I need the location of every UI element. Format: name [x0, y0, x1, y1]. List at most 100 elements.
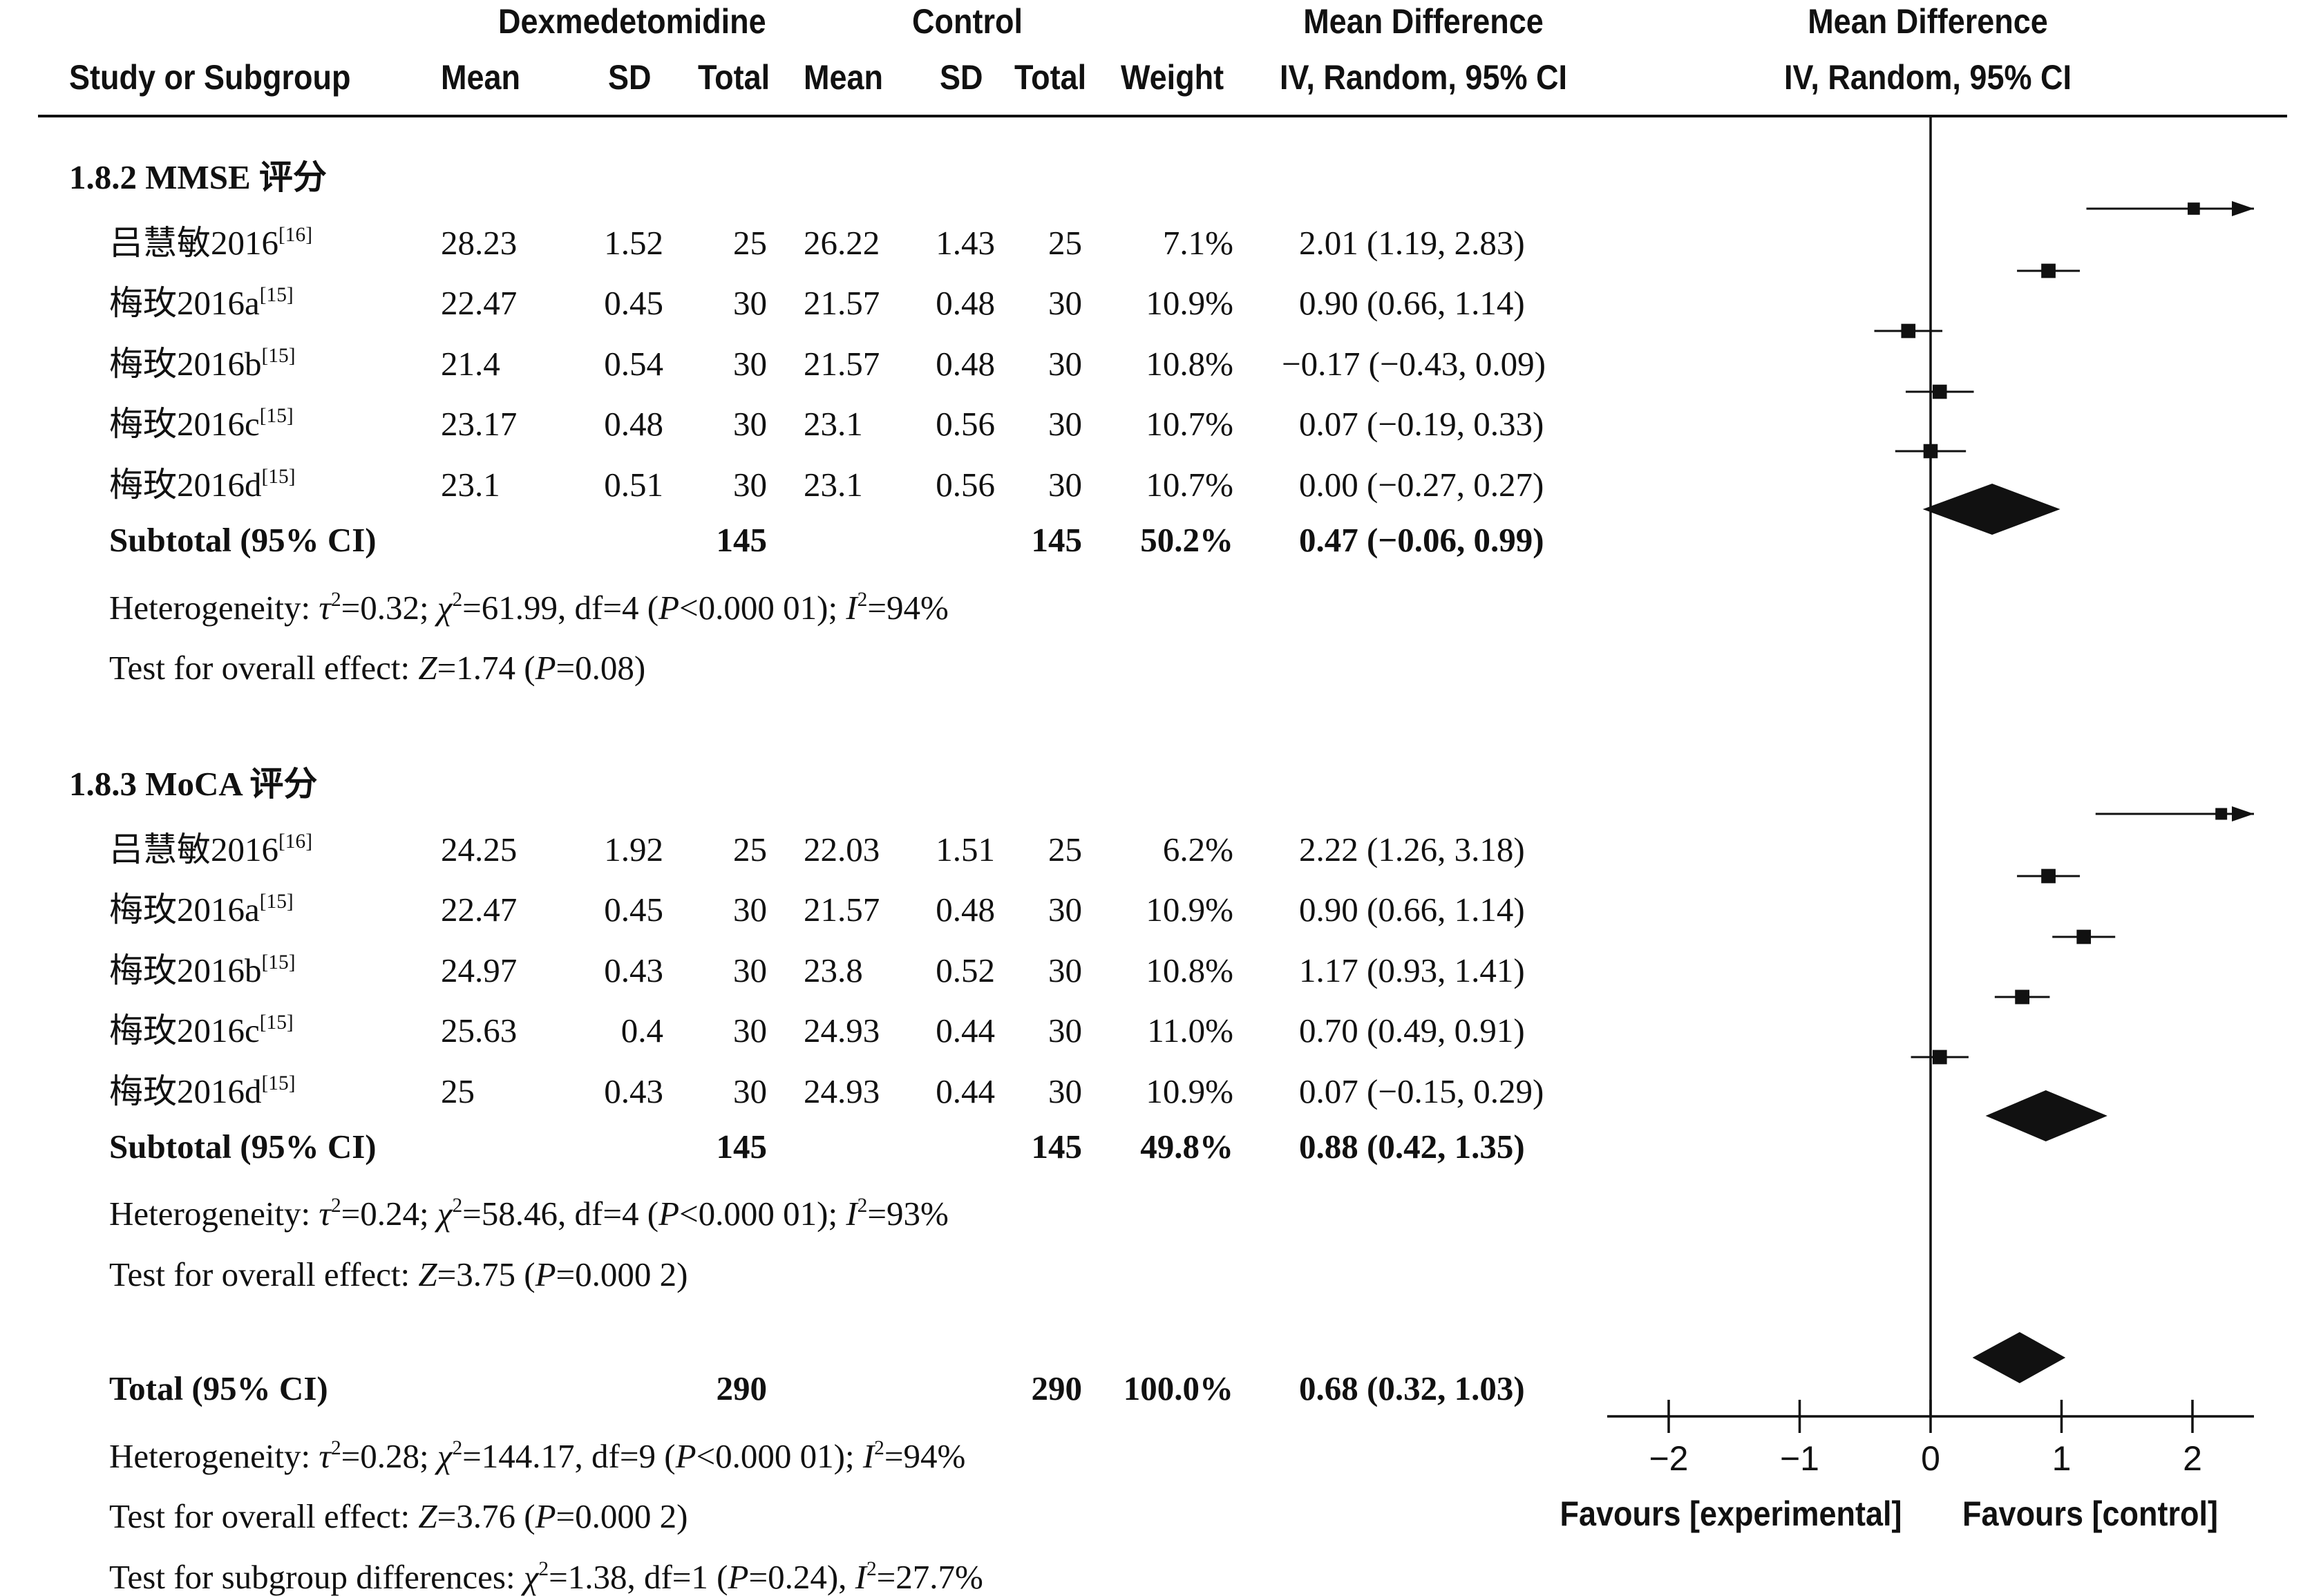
- ctrl-total: 25: [1048, 224, 1082, 262]
- study-name: 吕慧敏2016[16]: [109, 831, 312, 866]
- study-name: 梅玫2016b[15]: [109, 951, 295, 989]
- p-value: <0.000 01);: [679, 589, 846, 627]
- tau-symbol: τ: [319, 1437, 331, 1475]
- p-value: <0.000 01);: [679, 1195, 846, 1233]
- ci-clip-arrow: [2232, 806, 2254, 821]
- tau-symbol: τ: [319, 589, 331, 627]
- p-symbol: P: [658, 589, 680, 627]
- z-value: =1.74 (: [437, 649, 536, 687]
- subtotal-label: Subtotal (95% CI): [109, 521, 377, 559]
- tau-square: 2: [330, 1436, 341, 1459]
- subtotal-diamond: [1985, 1090, 2107, 1141]
- p-symbol: P: [675, 1437, 697, 1475]
- ctrl-sd: 0.52: [936, 951, 995, 989]
- i-value: =94%: [867, 589, 949, 627]
- study-reference: [15]: [261, 1072, 296, 1094]
- study-label: 梅玫2016d: [109, 1072, 262, 1110]
- ctrl-total: 30: [1048, 466, 1082, 504]
- exp-total: 30: [733, 345, 767, 383]
- chi-symbol: χ: [437, 1437, 453, 1475]
- study-name: 梅玫2016d[15]: [109, 466, 295, 502]
- x-tick-label: −1: [1780, 1439, 1819, 1478]
- x-tick-label: 2: [2183, 1439, 2202, 1478]
- i-symbol: I: [846, 1195, 857, 1233]
- exp-sd: 1.52: [604, 224, 663, 262]
- md-column-title: Mean Difference: [1303, 2, 1544, 41]
- study-point: [2041, 263, 2056, 278]
- favours-control-label: Favours [control]: [1962, 1495, 2218, 1534]
- tau-value: =0.32;: [341, 589, 437, 627]
- ctrl-mean: 21.57: [804, 891, 880, 929]
- het-prefix: Heterogeneity:: [109, 1437, 319, 1475]
- ctrl-sd: 1.51: [936, 830, 995, 868]
- study-ci: 0.70 (0.49, 0.91): [1299, 1011, 1525, 1049]
- total-heterogeneity: Heterogeneity: τ2=0.28; χ2=144.17, df=9 …: [109, 1436, 965, 1475]
- study-point: [2041, 868, 2056, 884]
- z-symbol: Z: [418, 1497, 437, 1535]
- study-point: [1932, 384, 1947, 399]
- z-value: =3.76 (: [437, 1497, 536, 1535]
- ctrl-sd: 0.48: [936, 284, 995, 322]
- exp-mean: 23.1: [441, 466, 500, 504]
- study-weight: 6.2%: [1162, 830, 1233, 868]
- chi-square: 2: [452, 1436, 463, 1459]
- study-name: 梅玫2016c[15]: [109, 1011, 294, 1047]
- exp-total: 30: [733, 284, 767, 322]
- study-weight: 10.9%: [1146, 284, 1233, 322]
- z-symbol: Z: [418, 649, 437, 687]
- exp-total: 30: [733, 405, 767, 443]
- tau-symbol: τ: [319, 1195, 331, 1233]
- plot-column-title: Mean Difference: [1808, 2, 2048, 41]
- tau-square: 2: [330, 588, 341, 611]
- subtotal-diamond: [1922, 484, 2060, 535]
- ctrl-sd: 0.56: [936, 466, 995, 504]
- exp-mean: 23.17: [441, 405, 518, 443]
- study-name: 梅玫2016b[15]: [109, 345, 295, 381]
- chi-symbol: χ: [437, 1195, 453, 1233]
- study-weight: 10.7%: [1146, 405, 1233, 443]
- study-weight: 7.1%: [1162, 224, 1233, 262]
- column-header-weight: Weight: [1121, 58, 1224, 97]
- ctrl-mean: 21.57: [804, 284, 880, 322]
- study-reference: [15]: [259, 404, 294, 427]
- study-ci: 0.07 (−0.19, 0.33): [1299, 405, 1544, 443]
- column-header-exp-total: Total: [698, 58, 770, 97]
- exp-total: 30: [733, 466, 767, 504]
- subtotal-exp-total: 145: [716, 521, 768, 559]
- total-exp-total: 290: [716, 1369, 768, 1407]
- subgroup-heterogeneity: Heterogeneity: τ2=0.32; χ2=61.99, df=4 (…: [109, 588, 949, 627]
- overall-prefix: Test for overall effect:: [109, 649, 419, 687]
- ctrl-sd: 0.48: [936, 891, 995, 929]
- study-reference: [15]: [259, 890, 294, 913]
- subgroup-title: 1.8.3 MoCA 评分: [69, 765, 318, 803]
- study-label: 梅玫2016c: [109, 405, 260, 443]
- exp-sd: 0.45: [604, 284, 663, 322]
- p-value: =0.000 2): [556, 1255, 688, 1293]
- study-ci: 0.90 (0.66, 1.14): [1299, 891, 1525, 929]
- total-ci: 0.68 (0.32, 1.03): [1299, 1369, 1525, 1407]
- ctrl-total: 30: [1048, 891, 1082, 929]
- study-reference: [15]: [259, 1011, 294, 1034]
- total-label: Total (95% CI): [109, 1369, 328, 1407]
- p-symbol: P: [535, 1255, 556, 1293]
- ctrl-mean: 23.8: [804, 951, 863, 989]
- i-symbol: I: [846, 589, 857, 627]
- i-value: =93%: [867, 1195, 949, 1233]
- exp-total: 25: [733, 830, 767, 868]
- study-label: 梅玫2016a: [109, 284, 260, 322]
- column-header-exp-sd: SD: [608, 58, 652, 97]
- i-square: 2: [874, 1436, 884, 1459]
- subgroup-overall-effect: Test for overall effect: Z=3.75 (P=0.000…: [109, 1257, 688, 1291]
- study-label: 梅玫2016b: [109, 951, 262, 989]
- study-ci: 0.00 (−0.27, 0.27): [1299, 466, 1544, 504]
- subgroup-heterogeneity: Heterogeneity: τ2=0.24; χ2=58.46, df=4 (…: [109, 1195, 949, 1233]
- study-label: 梅玫2016a: [109, 891, 260, 929]
- exp-mean: 25.63: [441, 1011, 518, 1049]
- ctrl-mean: 21.57: [804, 345, 880, 383]
- exp-mean: 25: [441, 1072, 475, 1110]
- exp-sd: 0.54: [604, 345, 663, 383]
- ctrl-total: 30: [1048, 345, 1082, 383]
- exp-mean: 21.4: [441, 345, 500, 383]
- study-weight: 10.9%: [1146, 1072, 1233, 1110]
- p-value: =0.000 2): [556, 1497, 688, 1535]
